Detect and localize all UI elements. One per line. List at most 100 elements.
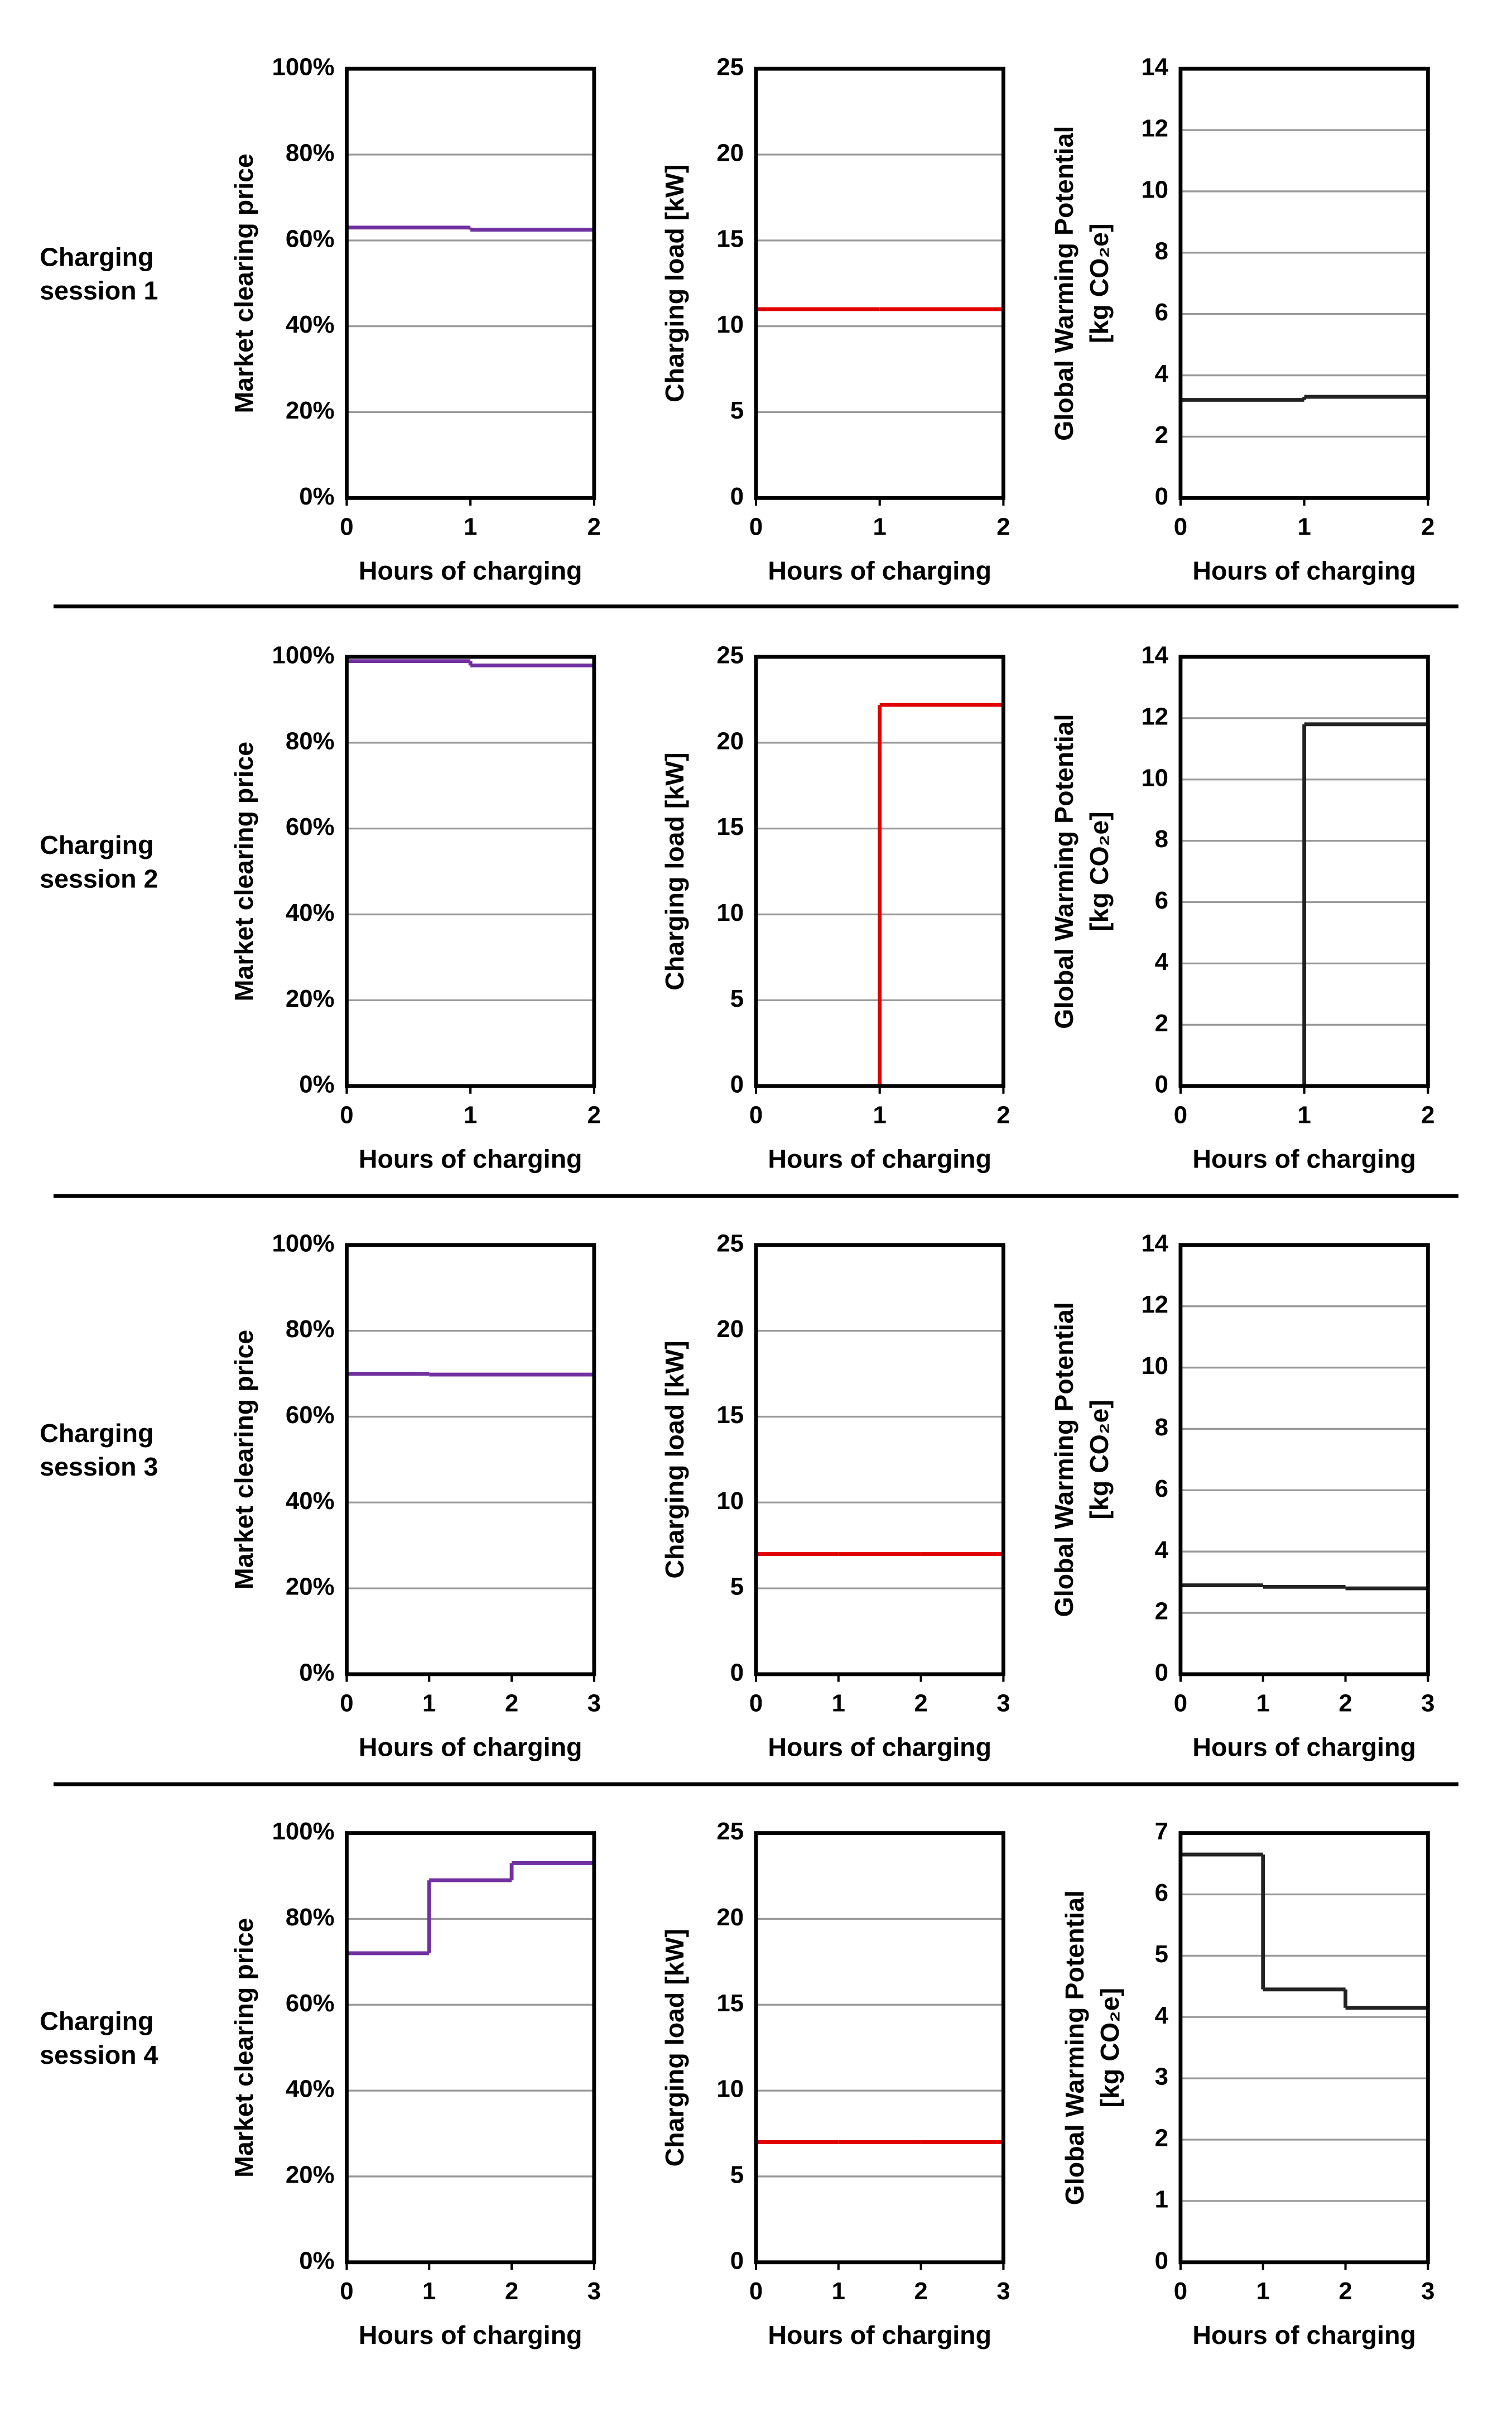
x-axis-label: Hours of charging	[1192, 2320, 1416, 2349]
y-tick-label: 10	[716, 1487, 744, 1515]
x-axis-label: Hours of charging	[768, 556, 991, 585]
plot-frame	[754, 66, 1005, 500]
x-tick-label: 2	[996, 1101, 1010, 1128]
y-tick-label: 12	[1141, 1291, 1168, 1318]
y-tick-label: 10	[716, 2075, 744, 2103]
y-tick-label: 10	[1141, 176, 1168, 203]
y-tick-label: 5	[1155, 1940, 1168, 1968]
y-tick-label: 40%	[286, 1487, 335, 1515]
y-axis-label: Charging load [kW]	[660, 1340, 689, 1578]
y-tick-label: 80%	[286, 1315, 335, 1343]
y-tick-label: 80%	[286, 140, 335, 167]
y-axis-label: [kg CO₂e]	[1085, 1400, 1114, 1520]
y-tick-label: 15	[716, 225, 744, 252]
x-tick-label: 1	[1256, 2278, 1270, 2305]
x-axis-label: Hours of charging	[768, 1145, 991, 1174]
y-tick-label: 20	[716, 1904, 744, 1931]
y-tick-label: 0	[730, 1071, 744, 1098]
y-tick-label: 40%	[286, 311, 335, 338]
y-tick-label: 5	[730, 1573, 744, 1601]
plot-frame	[1178, 1831, 1430, 2265]
y-tick-label: 0	[730, 1659, 744, 1687]
y-tick-label: 0%	[299, 1071, 334, 1098]
y-axis-label: Global Warming Potential	[1060, 1890, 1089, 2205]
x-tick-label: 2	[588, 513, 601, 541]
session-label-box: Charging session 1	[40, 242, 158, 305]
y-axis-label: Market clearing price	[229, 1918, 258, 2177]
y-tick-label: 100%	[272, 1229, 335, 1257]
y-tick-label: 100%	[272, 1818, 335, 1845]
x-tick-label: 1	[832, 1689, 845, 1717]
x-tick-label: 0	[340, 2278, 353, 2305]
y-tick-label: 0%	[299, 483, 334, 510]
y-tick-label: 60%	[286, 1990, 335, 2017]
y-tick-label: 20	[716, 140, 744, 167]
x-tick-label: 1	[422, 2278, 436, 2305]
y-tick-label: 25	[716, 54, 744, 81]
y-tick-label: 14	[1141, 54, 1168, 81]
y-axis-label: Charging load [kW]	[660, 752, 689, 990]
y-tick-label: 1	[1155, 2185, 1168, 2213]
x-tick-label: 1	[1297, 513, 1311, 541]
y-tick-label: 4	[1155, 1536, 1169, 1564]
x-tick-label: 2	[1338, 2278, 1352, 2305]
x-tick-label: 0	[749, 1101, 763, 1128]
y-tick-label: 6	[1155, 1475, 1168, 1502]
y-axis-label: Global Warming Potential	[1049, 1302, 1078, 1617]
y-tick-label: 14	[1141, 642, 1168, 669]
y-axis-label: Market clearing price	[229, 1330, 258, 1589]
x-tick-label: 3	[588, 2278, 601, 2305]
x-tick-label: 1	[1297, 1101, 1311, 1128]
y-tick-label: 10	[1141, 1352, 1168, 1380]
x-axis-label: Hours of charging	[1192, 556, 1416, 585]
y-tick-label: 60%	[286, 1401, 335, 1429]
y-tick-label: 7	[1155, 1818, 1168, 1845]
y-axis-label: Market clearing price	[229, 153, 258, 413]
y-tick-label: 0	[1155, 1071, 1168, 1098]
x-axis-label: Hours of charging	[359, 2320, 582, 2349]
x-tick-label: 3	[996, 1689, 1010, 1717]
x-tick-label: 1	[832, 2278, 845, 2305]
x-tick-label: 3	[588, 1689, 601, 1717]
y-tick-label: 8	[1155, 825, 1168, 853]
y-tick-label: 4	[1155, 360, 1169, 387]
session-label-box: Charging session 4	[40, 2006, 158, 2069]
x-tick-label: 2	[914, 1689, 927, 1717]
session-label: Charging session 2	[40, 830, 158, 893]
y-tick-label: 15	[716, 813, 744, 840]
y-axis-label: Charging load [kW]	[660, 165, 689, 402]
y-tick-label: 100%	[272, 54, 335, 81]
plot-frame	[754, 655, 1005, 1088]
x-tick-label: 0	[340, 1689, 353, 1717]
x-axis-label: Hours of charging	[768, 1732, 991, 1761]
x-tick-label: 2	[996, 513, 1010, 541]
x-tick-label: 1	[873, 513, 887, 541]
x-tick-label: 2	[1421, 513, 1434, 541]
plot-frame	[754, 1243, 1005, 1676]
y-tick-label: 15	[716, 1990, 744, 2017]
y-tick-label: 5	[730, 2161, 744, 2188]
x-tick-label: 2	[505, 1689, 518, 1717]
y-tick-label: 0	[730, 2247, 744, 2274]
x-tick-label: 1	[873, 1101, 887, 1128]
x-tick-label: 0	[1174, 513, 1187, 541]
x-tick-label: 0	[749, 2278, 763, 2305]
y-tick-label: 20	[716, 1315, 744, 1343]
y-tick-label: 8	[1155, 1414, 1168, 1441]
plot-frame	[345, 655, 596, 1088]
y-tick-label: 20%	[286, 1573, 335, 1601]
x-tick-label: 2	[1338, 1689, 1352, 1717]
plot-frame	[1178, 66, 1430, 500]
y-tick-label: 2	[1155, 1598, 1168, 1625]
y-tick-label: 20%	[286, 985, 335, 1012]
y-tick-label: 4	[1155, 2002, 1169, 2029]
y-tick-label: 6	[1155, 299, 1168, 326]
x-axis-label: Hours of charging	[359, 1145, 582, 1174]
session-label: Charging session 4	[40, 2006, 158, 2069]
y-tick-label: 2	[1155, 2125, 1168, 2152]
x-tick-label: 3	[1421, 2278, 1434, 2305]
x-tick-label: 1	[422, 1689, 436, 1717]
y-tick-label: 0%	[299, 2247, 334, 2274]
y-tick-label: 15	[716, 1401, 744, 1429]
y-tick-label: 4	[1155, 948, 1169, 976]
